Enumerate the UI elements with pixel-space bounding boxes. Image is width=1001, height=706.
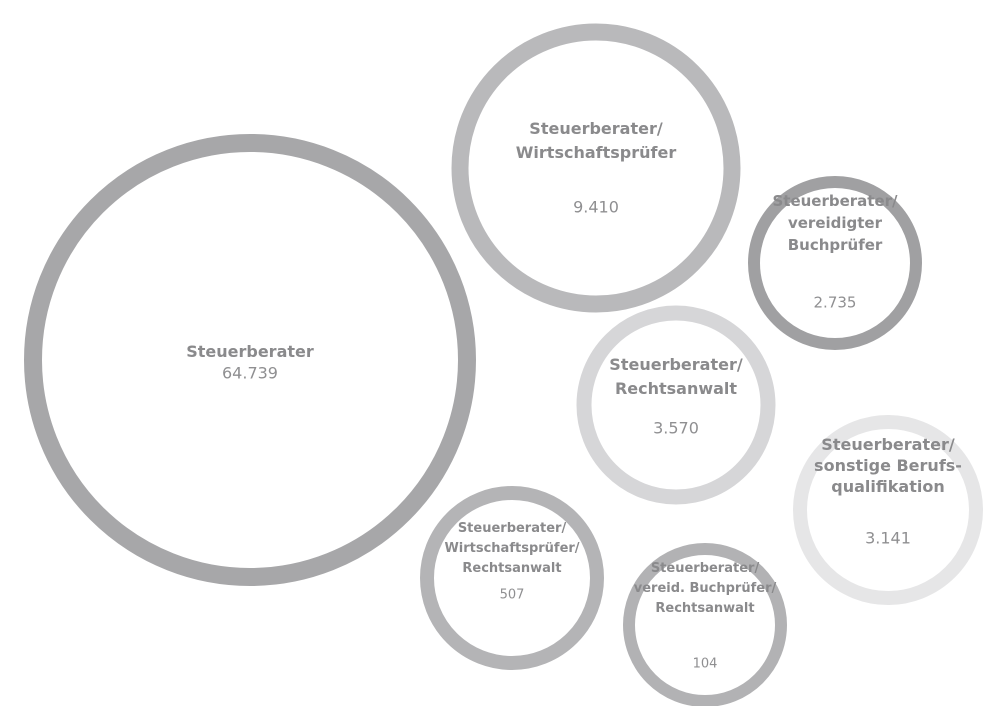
bubble-label: Steuerberater/vereidigter Buchprüfer	[772, 192, 898, 254]
bubble	[748, 176, 922, 350]
bubble-label: Steuerberater/Wirtschaftsprüfer/Rechtsan…	[444, 521, 579, 576]
bubble-value: 2.735	[814, 294, 857, 312]
bubble	[420, 486, 604, 670]
bubble-label: Steuerberater/Wirtschaftsprüfer	[516, 119, 677, 162]
bubble	[24, 134, 476, 586]
bubble-value: 9.410	[573, 198, 619, 217]
bubble-value: 507	[500, 588, 525, 603]
bubble	[576, 305, 776, 505]
bubble	[451, 23, 741, 313]
bubble	[623, 543, 787, 706]
bubble-label: Steuerberater/sonstige Berufs-qualifikat…	[814, 435, 962, 496]
bubble-value: 3.570	[653, 419, 699, 438]
bubble-label: Steuerberater/vereid. Buchprüfer/Rechtsa…	[634, 561, 777, 616]
bubble-label: Steuerberater/Rechtsanwalt	[609, 355, 743, 398]
bubble	[793, 415, 983, 605]
bubble-value: 64.739	[222, 364, 278, 383]
bubble-value: 3.141	[865, 529, 911, 548]
bubble-value: 104	[693, 657, 718, 672]
bubble-label: Steuerberater	[186, 342, 314, 361]
